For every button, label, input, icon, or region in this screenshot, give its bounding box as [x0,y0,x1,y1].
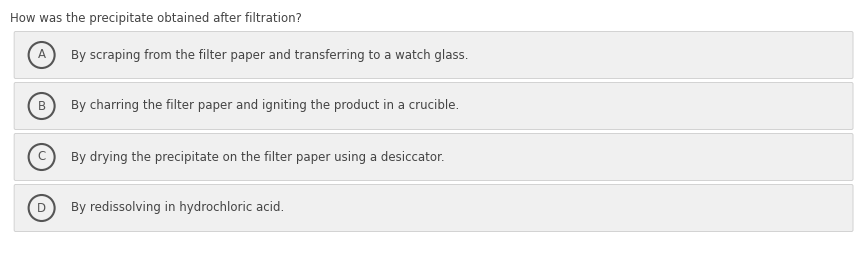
Text: By charring the filter paper and igniting the product in a crucible.: By charring the filter paper and ignitin… [70,100,459,112]
FancyBboxPatch shape [14,184,853,231]
Circle shape [29,93,55,119]
FancyBboxPatch shape [14,83,853,130]
Text: D: D [37,201,46,214]
Circle shape [29,42,55,68]
Text: B: B [37,100,46,112]
Text: By redissolving in hydrochloric acid.: By redissolving in hydrochloric acid. [70,201,284,214]
Text: C: C [37,150,46,164]
Circle shape [29,195,55,221]
Circle shape [29,144,55,170]
Text: By drying the precipitate on the filter paper using a desiccator.: By drying the precipitate on the filter … [70,150,444,164]
Text: How was the precipitate obtained after filtration?: How was the precipitate obtained after f… [10,12,302,25]
Text: A: A [37,49,46,61]
FancyBboxPatch shape [14,31,853,78]
Text: By scraping from the filter paper and transferring to a watch glass.: By scraping from the filter paper and tr… [70,49,468,61]
FancyBboxPatch shape [14,133,853,181]
